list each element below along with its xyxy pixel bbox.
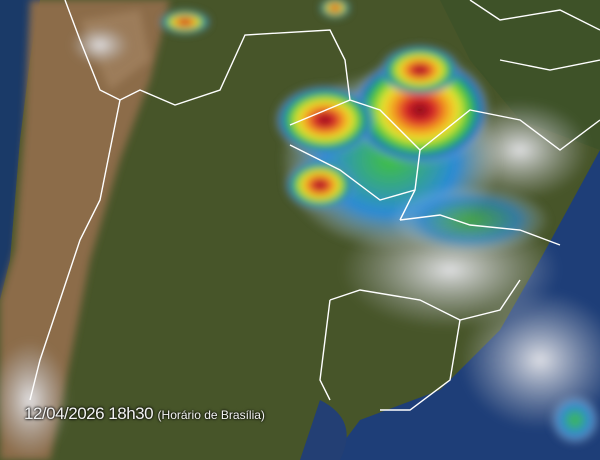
timestamp-timezone: (Horário de Brasília) — [157, 408, 265, 422]
pacific-ocean — [0, 0, 40, 300]
timestamp-overlay: 12/04/2026 18h30 (Horário de Brasília) — [24, 404, 265, 424]
storm-cells — [160, 0, 600, 445]
timestamp-datetime: 12/04/2026 18h30 — [24, 404, 154, 423]
country-borders — [29, 0, 600, 411]
rio-de-la-plata — [300, 400, 347, 460]
